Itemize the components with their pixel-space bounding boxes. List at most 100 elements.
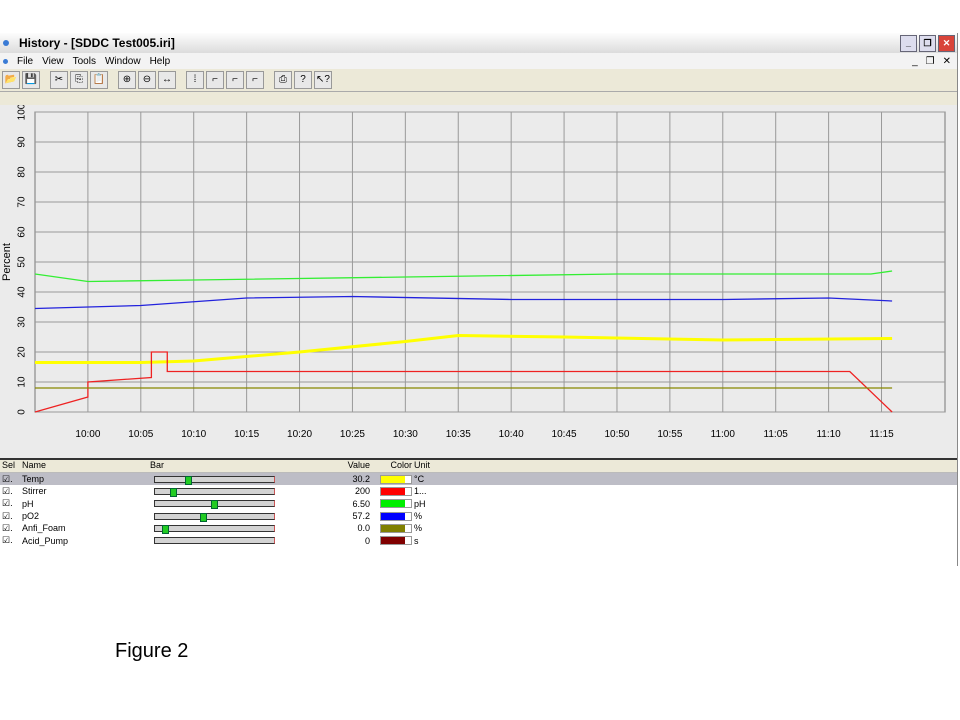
y-tick-label: 80 [17, 166, 28, 178]
menu-window[interactable]: Window [104, 55, 141, 67]
table-row[interactable]: ☑. Stirrer 200 1... [0, 485, 957, 497]
x-tick-label: 10:25 [340, 429, 365, 440]
header-bar[interactable]: Bar [150, 460, 165, 470]
select-checkbox[interactable]: ☑. [2, 522, 13, 533]
y-tick-label: 30 [17, 316, 28, 328]
y-tick-label: 90 [17, 136, 28, 148]
x-tick-label: 11:00 [711, 429, 736, 440]
channel-unit: % [414, 511, 423, 522]
color-swatch[interactable] [380, 511, 412, 521]
table-row[interactable]: ☑. Anfi_Foam 0.0% [0, 522, 957, 534]
history-chart: 0 10 20 30 40 50 60 70 80 90 100 10:00 10:05 10:10 10:… [0, 105, 957, 460]
x-tick-label: 10:40 [499, 429, 524, 440]
x-tick-label: 10:10 [181, 429, 206, 440]
zoom-in-button[interactable]: ⊕ [118, 71, 136, 89]
title-bar: History - [SDDC Test005.iri] _ ❐ ✕ [0, 33, 957, 53]
menu-help[interactable]: Help [149, 55, 171, 67]
x-tick-label: 10:35 [446, 429, 471, 440]
doc-minimize-button[interactable]: _ [912, 55, 918, 67]
select-checkbox[interactable]: ☑. [2, 535, 13, 546]
level-bar [154, 475, 275, 485]
marker-icon: ⁞ [193, 74, 197, 85]
table-row[interactable]: ☑. Temp 30.2 °C [0, 473, 957, 486]
table-row[interactable]: ☑. pH 6.50 pH [0, 498, 957, 510]
select-checkbox[interactable]: ☑. [2, 510, 13, 521]
series-line [34, 295, 893, 310]
level-marker[interactable] [184, 475, 192, 485]
level-marker[interactable] [170, 487, 178, 497]
copy-icon: ⎘ [75, 74, 83, 85]
print-icon: ⎙ [279, 74, 287, 85]
fit-button[interactable]: ↔ [158, 71, 176, 89]
color-swatch[interactable] [380, 536, 412, 546]
channel-value: 57.2 [352, 511, 370, 522]
color-swatch[interactable] [380, 523, 412, 533]
print-button[interactable]: ⎙ [274, 71, 292, 89]
paste-icon: 📋 [92, 74, 106, 85]
header-unit[interactable]: Unit [414, 460, 431, 470]
select-checkbox[interactable]: ☑. [2, 498, 13, 509]
header-name[interactable]: Name [22, 460, 47, 470]
menu-view[interactable]: View [42, 55, 64, 67]
restore-button[interactable]: ❐ [919, 34, 936, 52]
open-icon: 📂 [4, 74, 18, 85]
channel-unit: s [414, 535, 419, 546]
zoom-out-button[interactable]: ⊖ [138, 71, 156, 89]
save-icon: 💾 [24, 74, 38, 85]
header-sel[interactable]: Sel [2, 460, 16, 470]
level-marker[interactable] [210, 500, 218, 510]
level-bar [154, 487, 275, 497]
help-button[interactable]: ? [294, 71, 312, 89]
channel-value: 0 [364, 535, 370, 546]
table-header: Sel Name Bar Value Color Unit [0, 460, 957, 473]
y-tick-label: 60 [17, 226, 28, 238]
select-checkbox[interactable]: ☑. [2, 485, 13, 496]
channel-name: pO2 [22, 511, 40, 522]
help-icon: ? [300, 74, 306, 85]
select-checkbox[interactable]: ☑. [2, 473, 13, 484]
x-tick-label: 10:15 [234, 429, 259, 440]
table-row[interactable]: ☑. pO2 57.2% [0, 510, 957, 522]
cursor2-button[interactable]: ⌐ [226, 71, 244, 89]
x-tick-label: 11:15 [869, 429, 894, 440]
y-tick-label: 70 [17, 196, 28, 208]
toolbar: 📂 💾 ✂ ⎘ 📋 ⊕ ⊖ ↔ ⁞ ⌐ ⌐ ⌐ ⎙? ↖? [0, 69, 957, 92]
open-button[interactable]: 📂 [2, 71, 20, 89]
series-line [35, 333, 893, 364]
y-tick-label: 0 [17, 409, 28, 415]
zoom-in-icon: ⊕ [122, 74, 132, 85]
channel-value: 6.50 [352, 498, 370, 509]
channel-value: 0.0 [357, 523, 370, 534]
figure-caption: Figure 2 [115, 640, 189, 662]
marker-button[interactable]: ⁞ [186, 71, 204, 89]
cursor2-icon: ⌐ [232, 74, 238, 85]
doc-close-button[interactable]: ✕ [942, 55, 951, 67]
menu-file[interactable]: File [17, 55, 34, 67]
level-marker[interactable] [200, 512, 208, 522]
y-tick-label: 40 [17, 286, 28, 298]
cut-button[interactable]: ✂ [50, 71, 68, 89]
save-button[interactable]: 💾 [22, 71, 40, 89]
menu-tools[interactable]: Tools [72, 55, 96, 67]
header-color[interactable]: Color [390, 460, 412, 470]
close-button[interactable]: ✕ [938, 34, 955, 52]
color-swatch[interactable] [380, 486, 412, 496]
level-bar [154, 512, 275, 522]
paste-button[interactable]: 📋 [90, 71, 108, 89]
cursor3-button[interactable]: ⌐ [246, 71, 264, 89]
cursor-icon: ⌐ [212, 74, 218, 85]
channel-unit: % [414, 523, 423, 534]
channel-name: Anfi_Foam [22, 523, 66, 534]
context-help-button[interactable]: ↖? [314, 71, 332, 89]
doc-restore-button[interactable]: ❐ [925, 55, 935, 67]
table-row[interactable]: ☑. Acid_Pump 0 s [0, 534, 957, 546]
x-tick-label: 10:30 [393, 429, 418, 440]
cursor-button[interactable]: ⌐ [206, 71, 224, 89]
copy-button[interactable]: ⎘ [70, 71, 88, 89]
header-value[interactable]: Value [347, 460, 370, 470]
level-marker[interactable] [162, 524, 170, 534]
color-swatch[interactable] [380, 474, 412, 484]
minimize-button[interactable]: _ [900, 34, 917, 52]
color-swatch[interactable] [380, 499, 412, 509]
channel-name: Acid_Pump [22, 535, 69, 546]
